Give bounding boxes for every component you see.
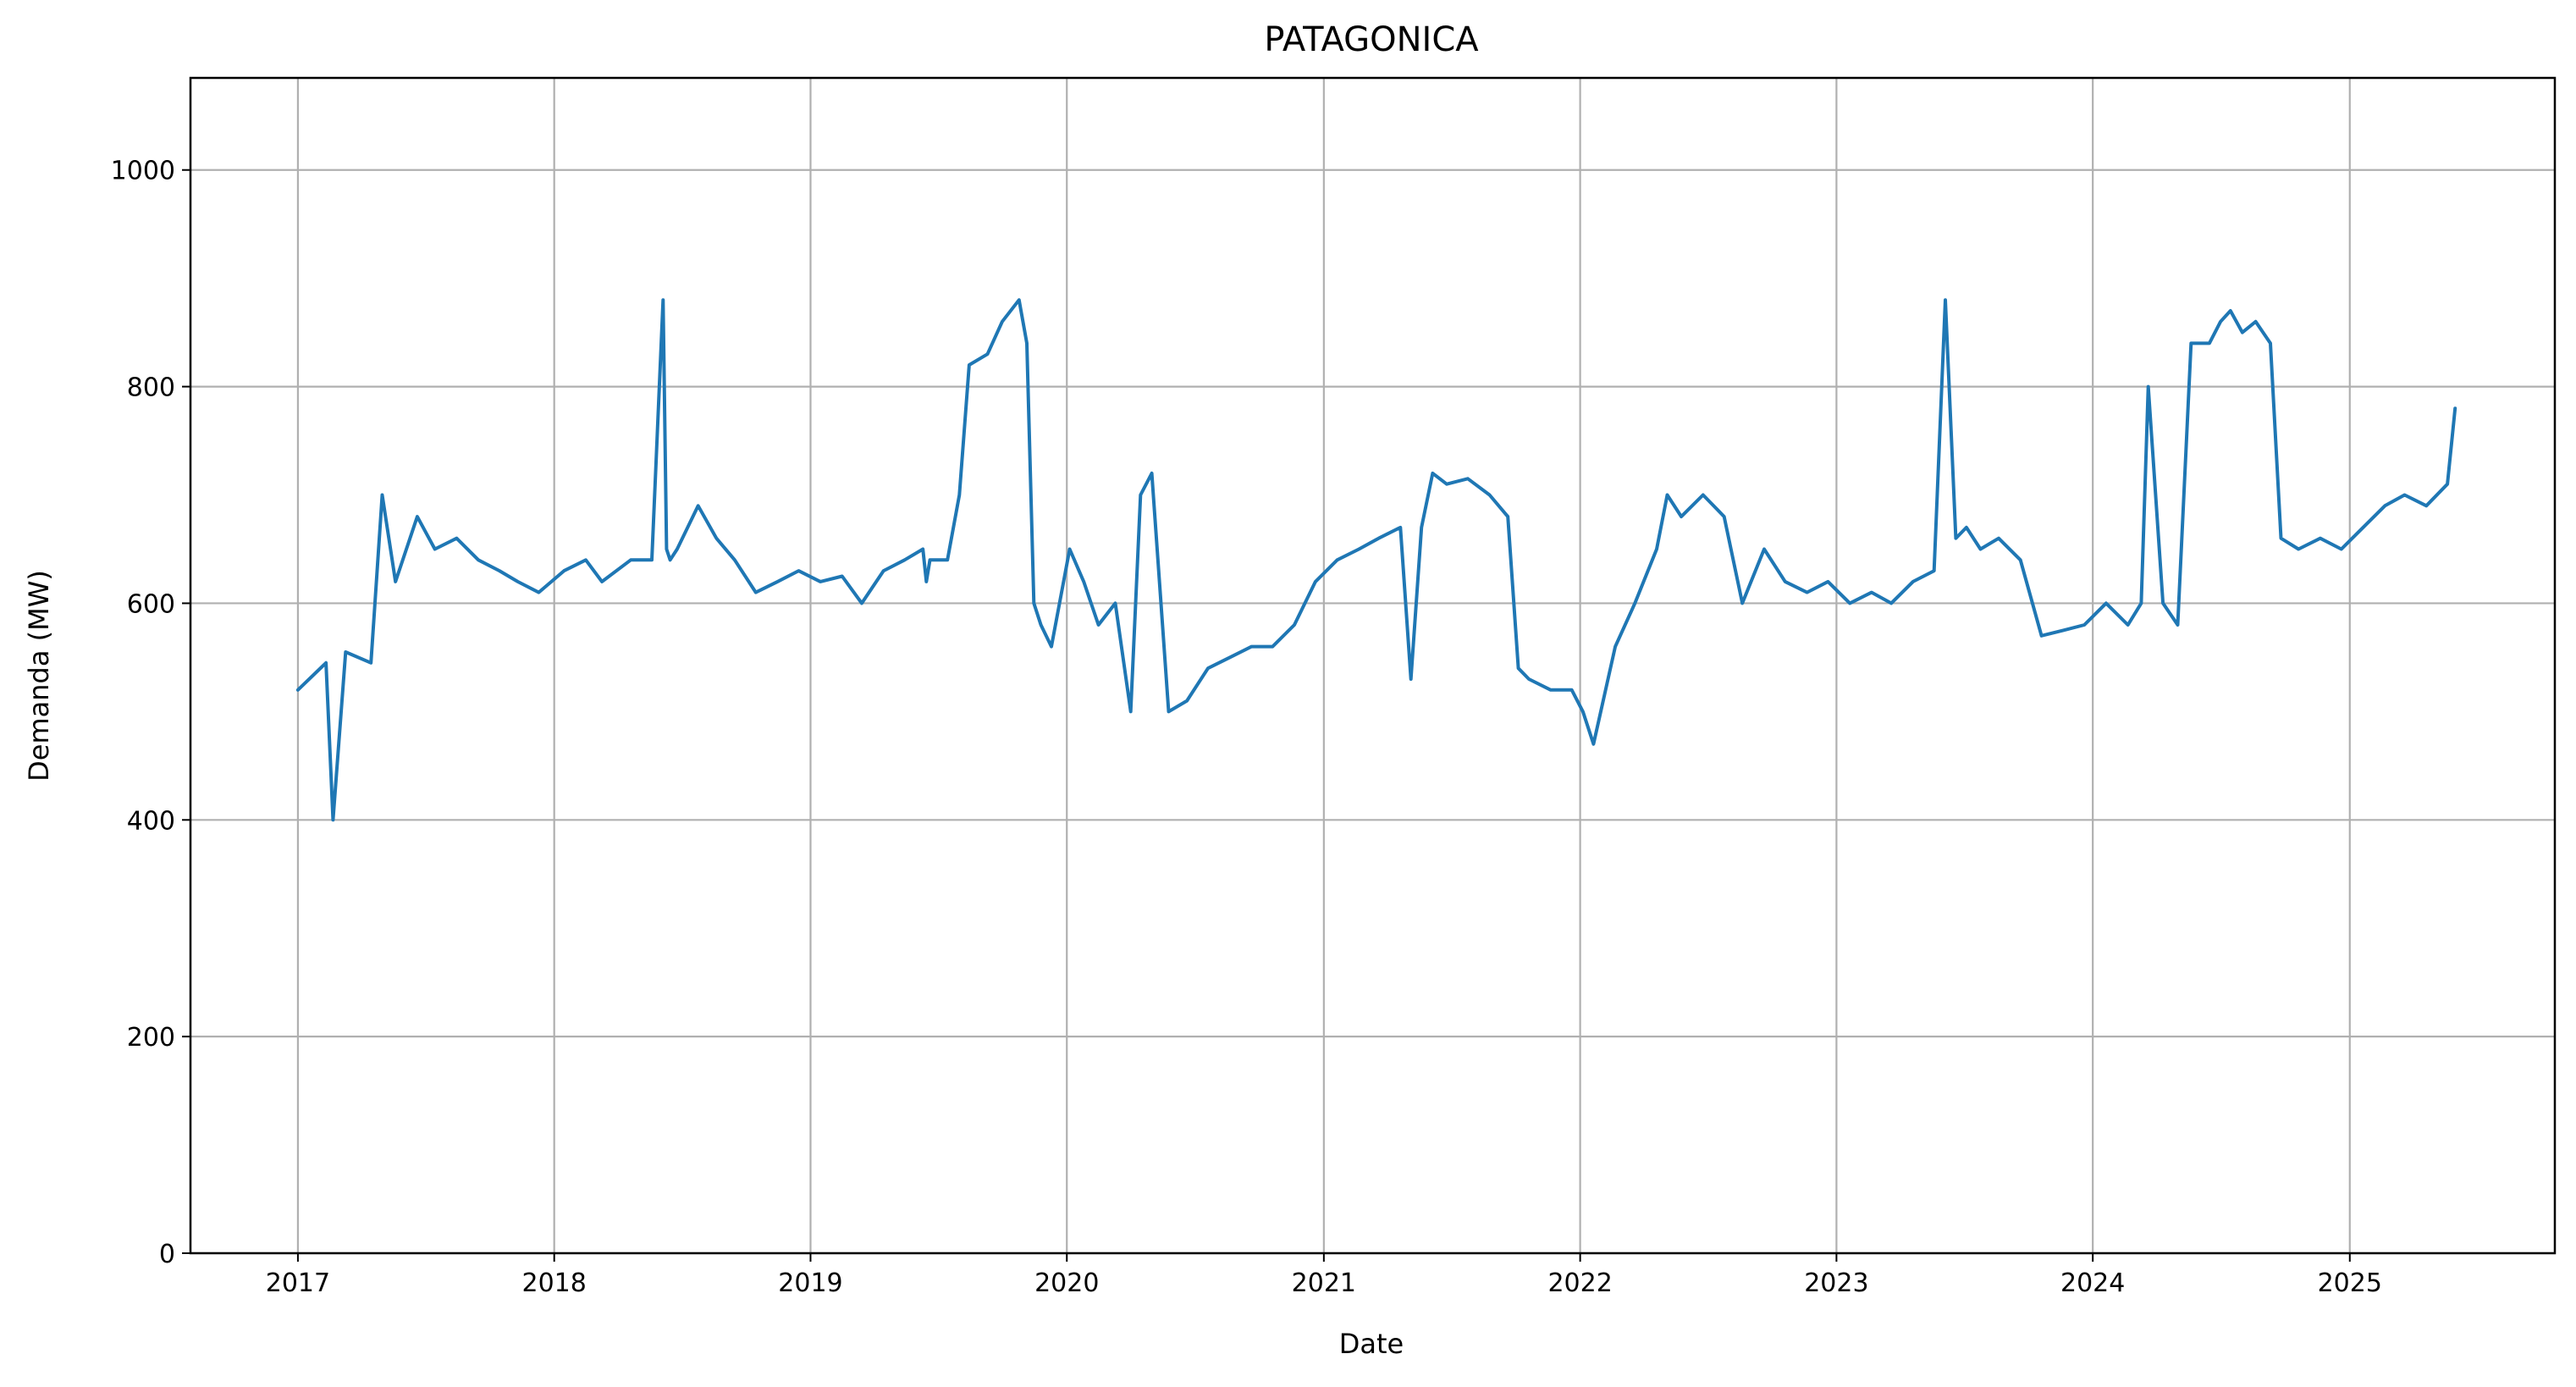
y-tick-label: 1000	[111, 157, 175, 186]
x-tick-label: 2024	[2060, 1268, 2125, 1298]
y-tick-label: 800	[127, 373, 175, 403]
x-tick-label: 2017	[266, 1268, 330, 1298]
x-axis-title: Date	[1339, 1328, 1404, 1360]
x-tick-label: 2025	[2318, 1268, 2382, 1298]
series-layer	[295, 298, 2457, 822]
x-tick-label: 2022	[1547, 1268, 1612, 1298]
chart-title: PATAGONICA	[1264, 20, 1479, 59]
plot-frame	[189, 76, 2557, 1255]
y-tick-label: 200	[127, 1023, 175, 1053]
x-tick-label: 2019	[778, 1268, 842, 1298]
x-tick-label: 2018	[522, 1268, 587, 1298]
x-tick-label: 2021	[1292, 1268, 1356, 1298]
y-axis: 0 200 400 600 800 1000	[111, 157, 190, 1269]
x-tick-label: 2023	[1804, 1268, 1868, 1298]
y-axis-title: Demanda (MW)	[23, 570, 55, 782]
y-tick-label: 400	[127, 806, 175, 836]
x-tick-label: 2020	[1034, 1268, 1099, 1298]
series-line	[295, 298, 2457, 822]
x-axis: 2017 2018 2019 2020 2021 2022 2023 2024 2025	[266, 1253, 2382, 1298]
grid	[190, 78, 2555, 1255]
y-tick-label: 0	[159, 1240, 175, 1269]
y-tick-label: 600	[127, 589, 175, 619]
